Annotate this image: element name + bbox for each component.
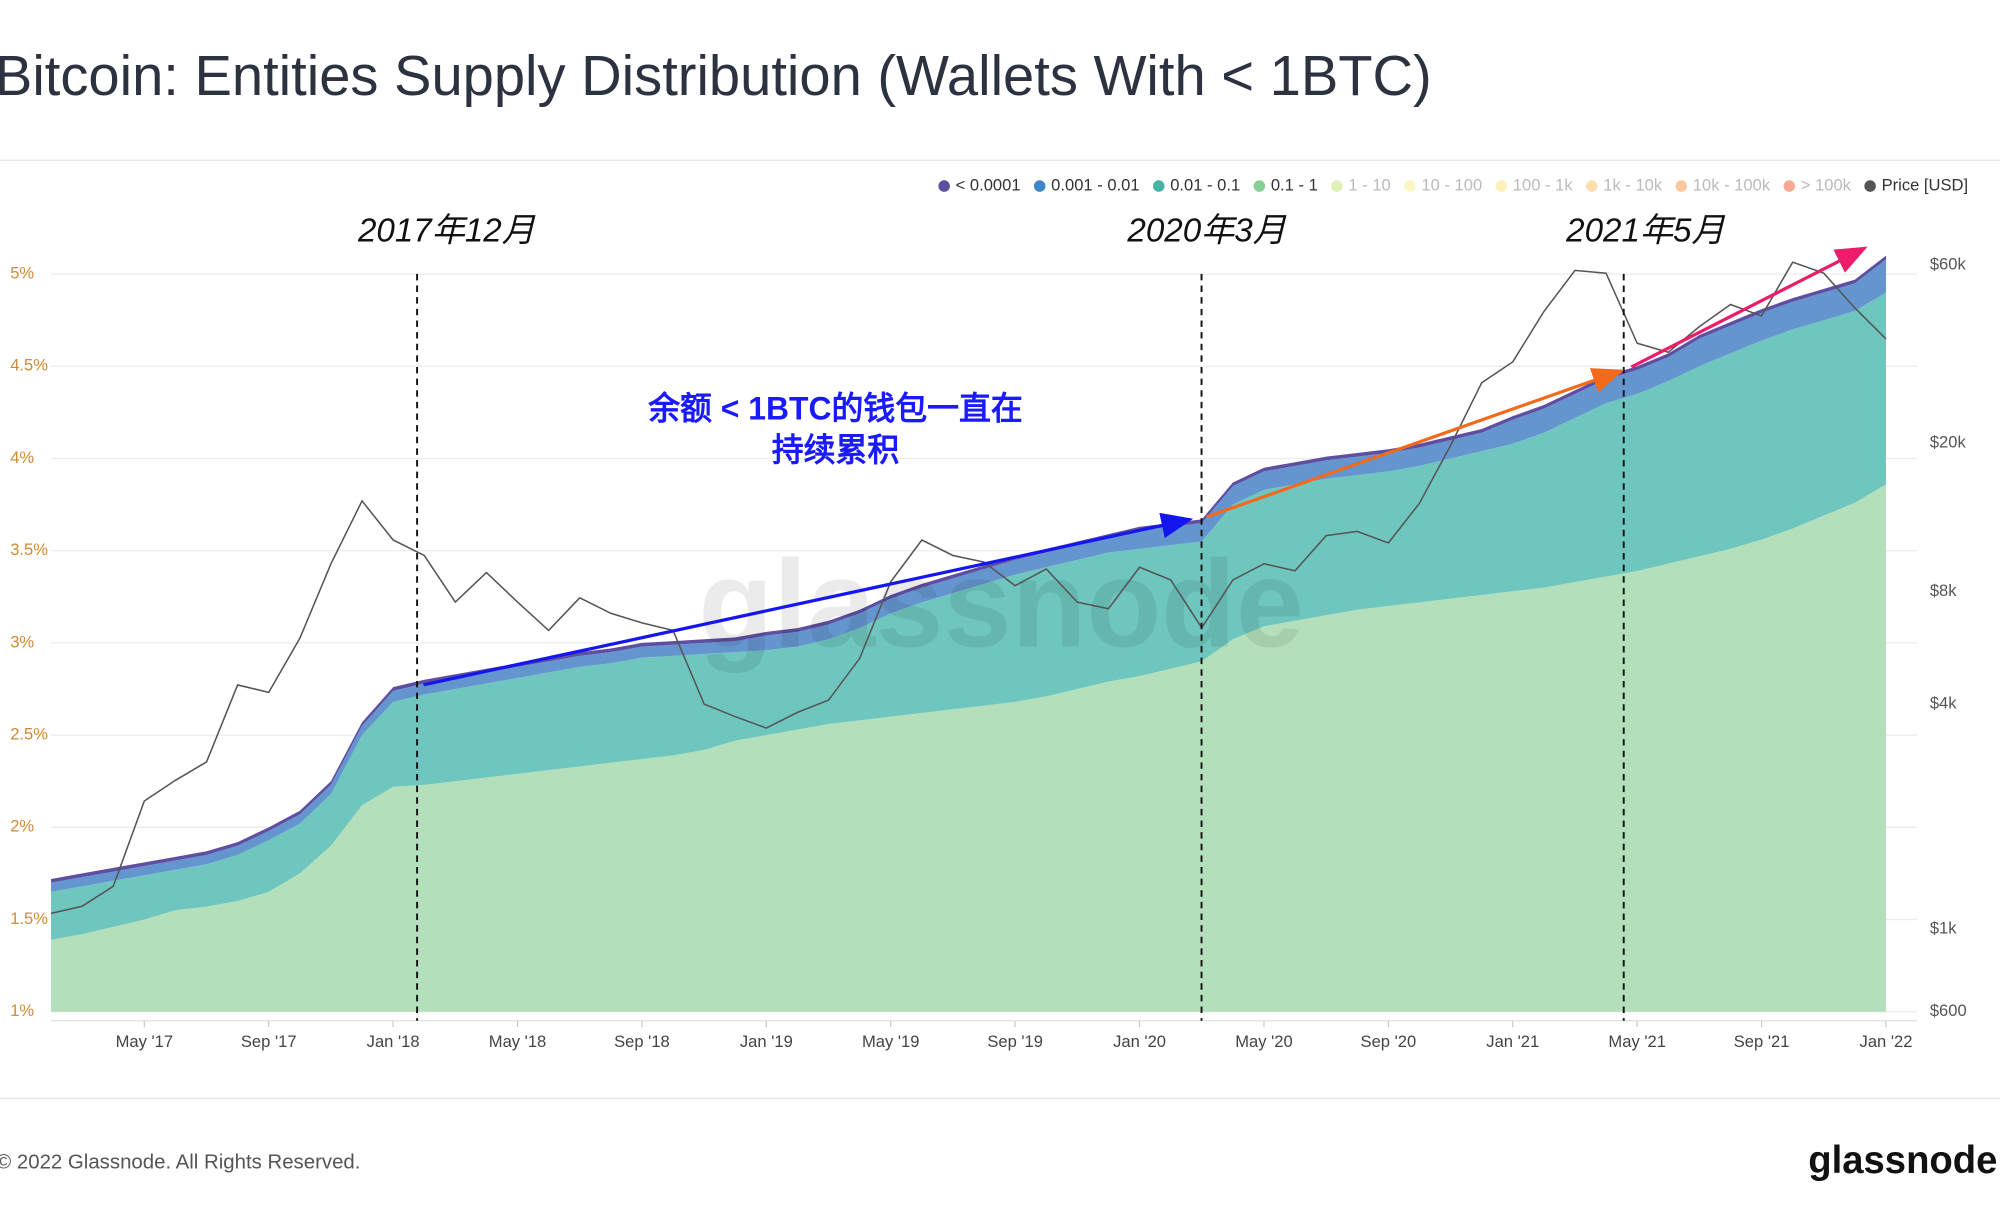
legend-label: < 0.0001	[956, 175, 1021, 194]
legend-swatch	[1864, 180, 1876, 192]
legend-label: Price [USD]	[1882, 175, 1969, 194]
x-tick-label: Sep '21	[1734, 1032, 1790, 1051]
annotation: 2020年3月	[1126, 212, 1286, 249]
legend-swatch	[938, 180, 950, 192]
legend-swatch	[1033, 180, 1046, 192]
x-tick-label: Jan '18	[367, 1032, 420, 1051]
legend: < 0.0001 0.001 - 0.01 0.01 - 0.1 0.1 - 1 1 -…	[938, 175, 1969, 195]
note: 余额 < 1BTC的钱包一直在	[647, 390, 1023, 426]
y-tick-label: 1%	[10, 1001, 34, 1020]
legend-swatch	[1331, 180, 1343, 192]
legend-label: 0.01 - 0.1	[1170, 175, 1240, 194]
y-tick-label: 2.5%	[10, 724, 48, 743]
legend-label: > 100k	[1801, 175, 1852, 194]
x-tick-label: Jan '20	[1113, 1032, 1166, 1051]
x-tick-label: May '18	[489, 1032, 546, 1051]
x-tick-label: May '17	[116, 1032, 173, 1051]
legend-label: 1k - 10k	[1603, 175, 1663, 194]
annotation: 2021年5月	[1565, 212, 1725, 249]
y-tick-label: 2%	[10, 817, 34, 836]
x-tick-label: May '19	[862, 1032, 919, 1051]
legend-label: 1 - 10	[1348, 175, 1390, 194]
x-tick-label: Jan '21	[1486, 1032, 1539, 1051]
legend-label: 0.1 - 1	[1271, 175, 1318, 194]
y-tick-label: 4.5%	[10, 356, 48, 375]
legend-swatch	[1404, 180, 1416, 192]
x-tick-label: Sep '17	[241, 1032, 297, 1051]
annotation: 2017年12月	[357, 212, 536, 249]
x-tick-label: Jan '22	[1860, 1032, 1913, 1051]
legend-label: 10 - 100	[1421, 175, 1482, 194]
y-tick-label: 1.5%	[10, 909, 48, 928]
areas	[51, 255, 1886, 1012]
x-tick-label: May '20	[1235, 1032, 1292, 1051]
area	[51, 292, 1886, 940]
legend-swatch	[1586, 180, 1598, 192]
legend-label: 100 - 1k	[1513, 175, 1574, 194]
legend-swatch	[1153, 180, 1165, 192]
x-tick-label: Sep '18	[614, 1032, 670, 1051]
area	[51, 259, 1886, 892]
price-layer	[50, 261, 1887, 915]
arrow	[1206, 368, 1625, 519]
y2-tick-label: $600	[1930, 1001, 1967, 1020]
y2-tick-label: $1k	[1930, 918, 1957, 937]
legend-swatch	[1783, 180, 1796, 192]
price-line	[50, 261, 1887, 915]
x-tick-label: May '21	[1608, 1032, 1665, 1051]
logo: glassnode	[1808, 1139, 1997, 1182]
x-tick-label: Sep '20	[1361, 1032, 1417, 1051]
y-tick-label: 3%	[10, 632, 34, 651]
footer: © 2022 Glassnode. All Rights Reserved.	[0, 1150, 360, 1173]
legend-label: 0.001 - 0.01	[1051, 175, 1139, 194]
legend-swatch	[1253, 180, 1266, 192]
y2-tick-label: $60k	[1930, 254, 1967, 273]
y2-tick-label: $20k	[1930, 432, 1967, 451]
y2-tick-label: $8k	[1930, 581, 1957, 600]
arrow	[423, 512, 1194, 687]
legend-label: 10k - 100k	[1693, 175, 1771, 194]
y-tick-label: 3.5%	[10, 540, 48, 559]
y-tick-label: 5%	[10, 263, 34, 282]
legend-swatch	[1495, 180, 1508, 192]
chart-title: Bitcoin: Entities Supply Distribution (W…	[0, 44, 1432, 107]
axes: 1% 1.5% 2% 2.5% 3% 3.5% 4% 4.5% 5% $600 $1k $4k $8k $…	[10, 254, 1966, 1051]
arrow	[1630, 246, 1868, 369]
area	[51, 484, 1886, 1012]
x-tick-label: Sep '19	[987, 1032, 1043, 1051]
y-tick-label: 4%	[10, 448, 34, 467]
y2-tick-label: $4k	[1930, 693, 1957, 712]
x-tick-label: Jan '19	[740, 1032, 793, 1051]
note: 持续累积	[772, 432, 899, 468]
legend-swatch	[1675, 180, 1688, 192]
